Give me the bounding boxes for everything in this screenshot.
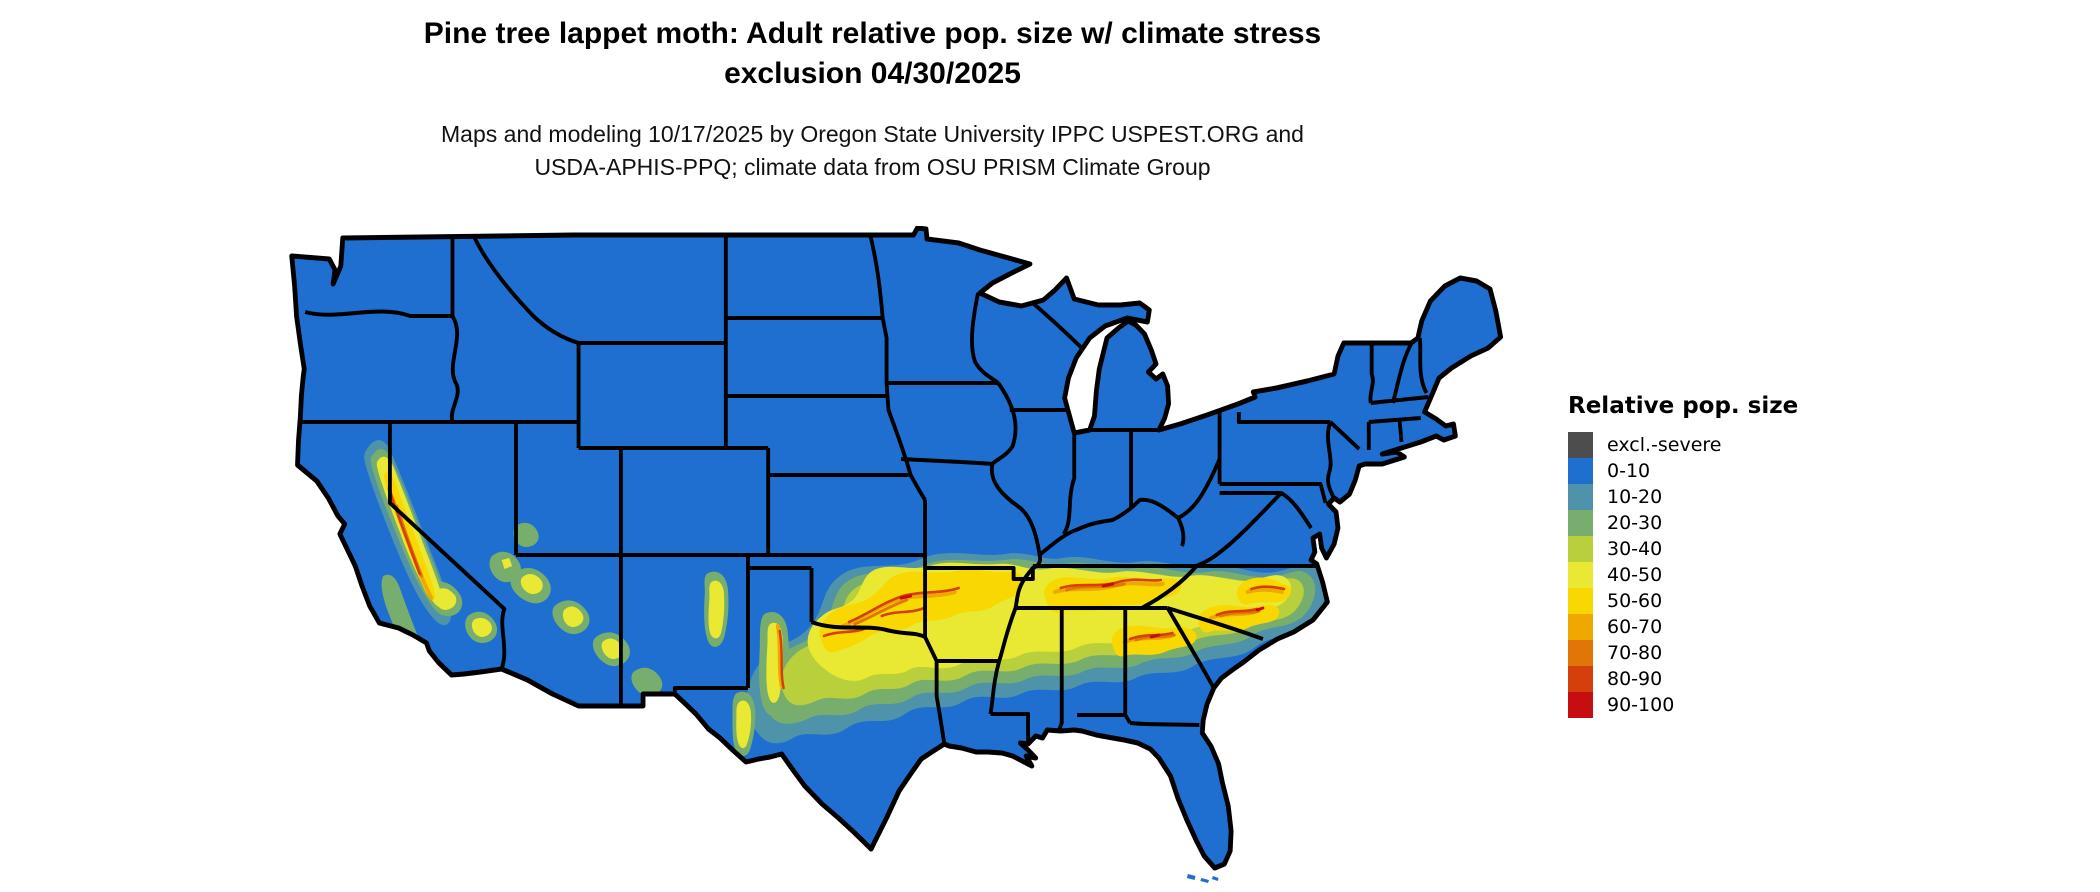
legend-item: 50-60 bbox=[1568, 588, 1798, 614]
legend-label: 30-40 bbox=[1607, 538, 1663, 560]
legend-label: 60-70 bbox=[1607, 616, 1663, 638]
legend-label: 50-60 bbox=[1607, 590, 1663, 612]
legend-item: 90-100 bbox=[1568, 692, 1798, 718]
map-title-block: Pine tree lappet moth: Adult relative po… bbox=[0, 14, 1745, 94]
legend-swatch-0-10 bbox=[1568, 458, 1593, 484]
threads-90-100 bbox=[899, 582, 1265, 639]
population-raster-layers bbox=[301, 234, 1429, 756]
legend-title: Relative pop. size bbox=[1568, 393, 1799, 419]
legend-swatch-50-60 bbox=[1568, 588, 1593, 614]
legend-item: excl.-severe bbox=[1568, 432, 1798, 458]
legend-swatch-30-40 bbox=[1568, 536, 1593, 562]
legend-item: 40-50 bbox=[1568, 562, 1798, 588]
legend: Relative pop. size excl.-severe 0-10 10-… bbox=[1568, 393, 1798, 718]
threads-80-90 bbox=[389, 492, 1286, 690]
map-subtitle-line1: Maps and modeling 10/17/2025 by Oregon S… bbox=[441, 121, 1304, 147]
legend-label: 0-10 bbox=[1607, 460, 1651, 482]
state-borders-west bbox=[301, 235, 927, 706]
map-subtitle-line2: USDA-APHIS-PPQ; climate data from OSU PR… bbox=[534, 154, 1211, 180]
legend-item: 80-90 bbox=[1568, 666, 1798, 692]
legend-label: 70-80 bbox=[1607, 642, 1663, 664]
scattered-patches-40-50 bbox=[400, 558, 783, 749]
legend-item: 70-80 bbox=[1568, 640, 1798, 666]
legend-label: 10-20 bbox=[1607, 486, 1663, 508]
legend-item: 60-70 bbox=[1568, 614, 1798, 640]
legend-swatch-70-80 bbox=[1568, 640, 1593, 666]
us-population-map bbox=[285, 226, 1517, 883]
legend-swatch-20-30 bbox=[1568, 510, 1593, 536]
map-title-line2: exclusion 04/30/2025 bbox=[724, 57, 1021, 90]
legend-swatch-90-100 bbox=[1568, 692, 1593, 718]
scattered-patches-20-30 bbox=[427, 522, 1007, 756]
legend-swatch-80-90 bbox=[1568, 666, 1593, 692]
state-borders-east bbox=[1038, 337, 1429, 689]
legend-label: 40-50 bbox=[1607, 564, 1663, 586]
legend-swatch-40-50 bbox=[1568, 562, 1593, 588]
legend-item: 10-20 bbox=[1568, 484, 1798, 510]
map-title-line1: Pine tree lappet moth: Adult relative po… bbox=[423, 17, 1322, 50]
florida-keys bbox=[1186, 874, 1219, 883]
band-50-60 bbox=[384, 472, 1292, 657]
legend-item: 30-40 bbox=[1568, 536, 1798, 562]
legend-label: excl.-severe bbox=[1607, 434, 1722, 456]
legend-label: 80-90 bbox=[1607, 668, 1663, 690]
legend-swatch-10-20 bbox=[1568, 484, 1593, 510]
legend-item: 20-30 bbox=[1568, 510, 1798, 536]
legend-item: 0-10 bbox=[1568, 458, 1798, 484]
map-subtitle-block: Maps and modeling 10/17/2025 by Oregon S… bbox=[0, 118, 1745, 184]
legend-label: 20-30 bbox=[1607, 512, 1663, 534]
legend-swatch-excl-severe bbox=[1568, 432, 1593, 458]
legend-swatch-60-70 bbox=[1568, 614, 1593, 640]
legend-label: 90-100 bbox=[1607, 694, 1675, 716]
